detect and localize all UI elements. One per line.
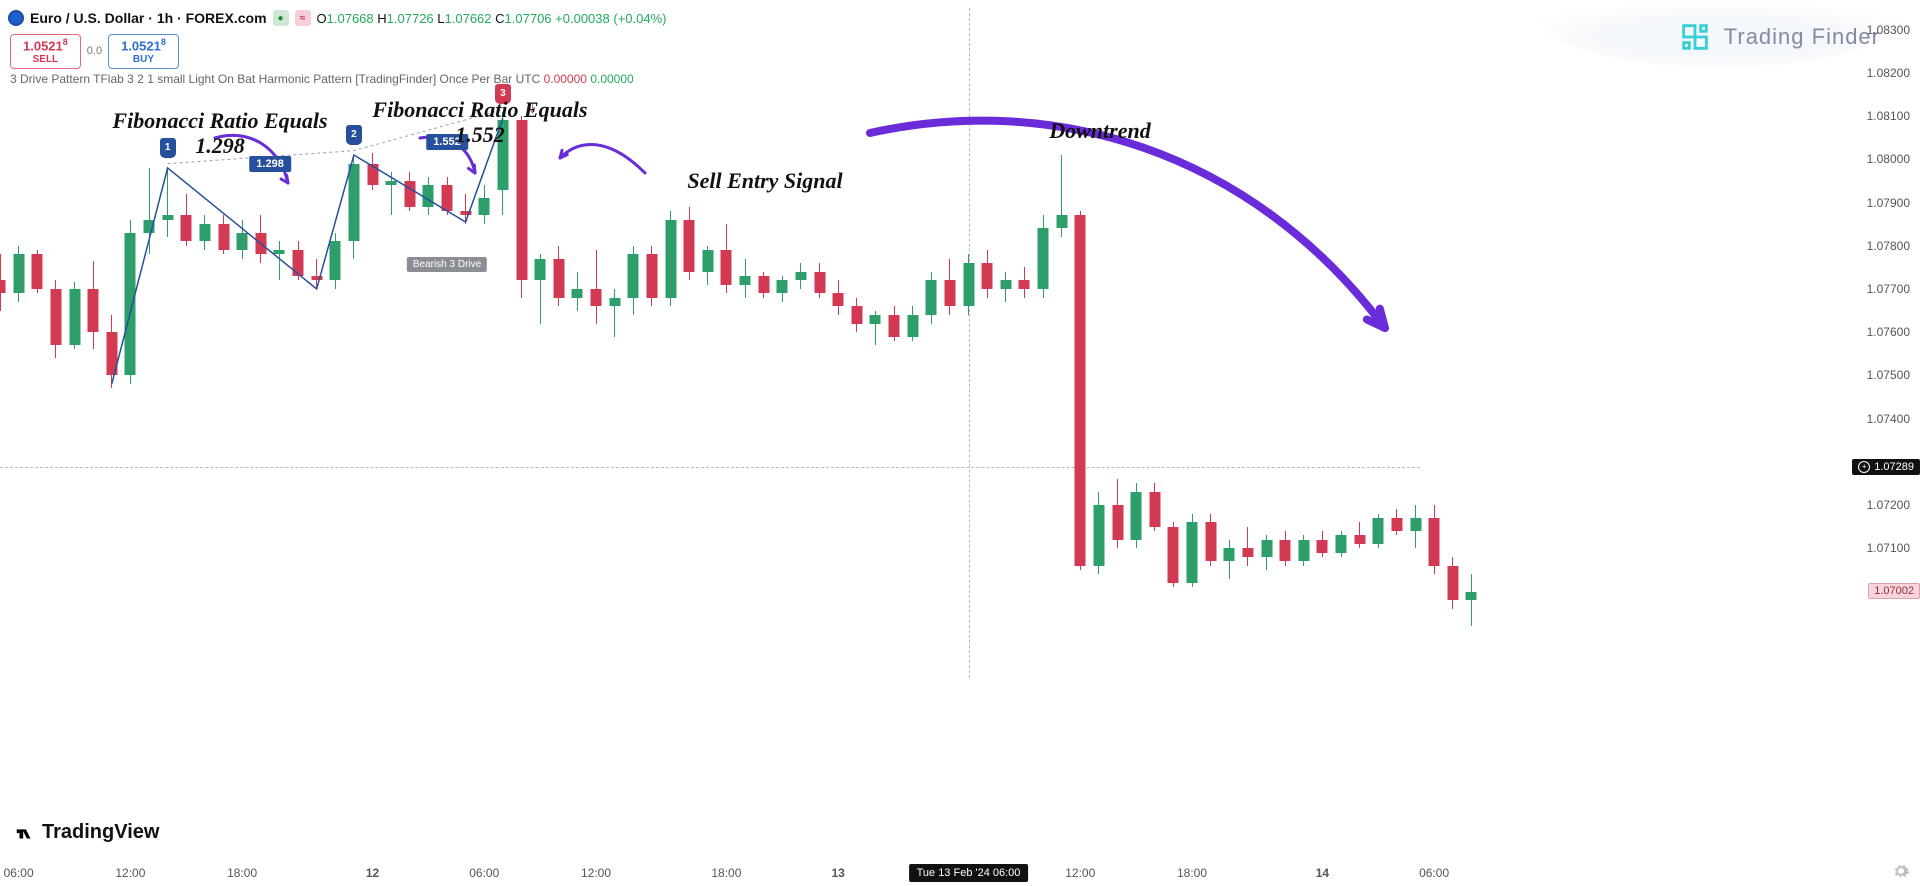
x-tick-label: 18:00 xyxy=(1177,866,1207,880)
x-tick-label: 12 xyxy=(366,866,379,880)
y-tick-label: 1.08200 xyxy=(1867,66,1910,80)
y-tick-label: 1.07500 xyxy=(1867,368,1910,382)
x-tick-label: 12:00 xyxy=(581,866,611,880)
y-tick-label: 1.07100 xyxy=(1867,541,1910,555)
x-tick-label: 12:00 xyxy=(1065,866,1095,880)
y-crosshair-label: +1.07289 xyxy=(1852,459,1920,475)
y-axis[interactable]: 1.08300 1.08200 1.08100 1.08000 1.07900 1.078… xyxy=(1850,8,1920,678)
y-tick-label: 1.07200 xyxy=(1867,498,1910,512)
x-tick-label: 18:00 xyxy=(227,866,257,880)
gear-icon[interactable] xyxy=(1892,862,1910,880)
x-tick-label: 06:00 xyxy=(469,866,499,880)
x-crosshair-label: Tue 13 Feb '24 06:00 xyxy=(909,864,1029,882)
y-tick-label: 1.07600 xyxy=(1867,325,1910,339)
x-tick-label: 06:00 xyxy=(1419,866,1449,880)
x-axis[interactable]: 06:00 12:00 18:00 12 06:00 12:00 18:00 13 06:00 1… xyxy=(0,856,1850,886)
annotation: Downtrend xyxy=(1000,118,1200,143)
chart-area[interactable]: 1231.2981.552Bearish 3 Drive↓Fibonacci R… xyxy=(0,8,1490,678)
pattern-label: Bearish 3 Drive xyxy=(407,257,487,272)
y-tick-label: 1.08300 xyxy=(1867,23,1910,37)
annotation: Sell Entry Signal xyxy=(655,168,875,193)
y-tick-label: 1.08000 xyxy=(1867,152,1910,166)
x-tick-label: 13 xyxy=(831,866,844,880)
crosshair-v xyxy=(969,8,970,678)
annotation: Fibonacci Ratio Equals 1.298 xyxy=(110,108,330,159)
y-tick-label: 1.07900 xyxy=(1867,196,1910,210)
annotation: Fibonacci Ratio Equals 1.552 xyxy=(365,97,595,148)
drive-marker: 2 xyxy=(346,125,362,145)
y-tick-label: 1.07800 xyxy=(1867,239,1910,253)
x-tick-label: 06:00 xyxy=(4,866,34,880)
y-last-price-label: 1.07002 xyxy=(1868,583,1920,599)
x-tick-label: 18:00 xyxy=(711,866,741,880)
y-tick-label: 1.07400 xyxy=(1867,412,1910,426)
x-tick-label: 14 xyxy=(1316,866,1329,880)
y-tick-label: 1.08100 xyxy=(1867,109,1910,123)
y-tick-label: 1.07700 xyxy=(1867,282,1910,296)
crosshair-h xyxy=(0,467,1420,468)
x-tick-label: 12:00 xyxy=(115,866,145,880)
